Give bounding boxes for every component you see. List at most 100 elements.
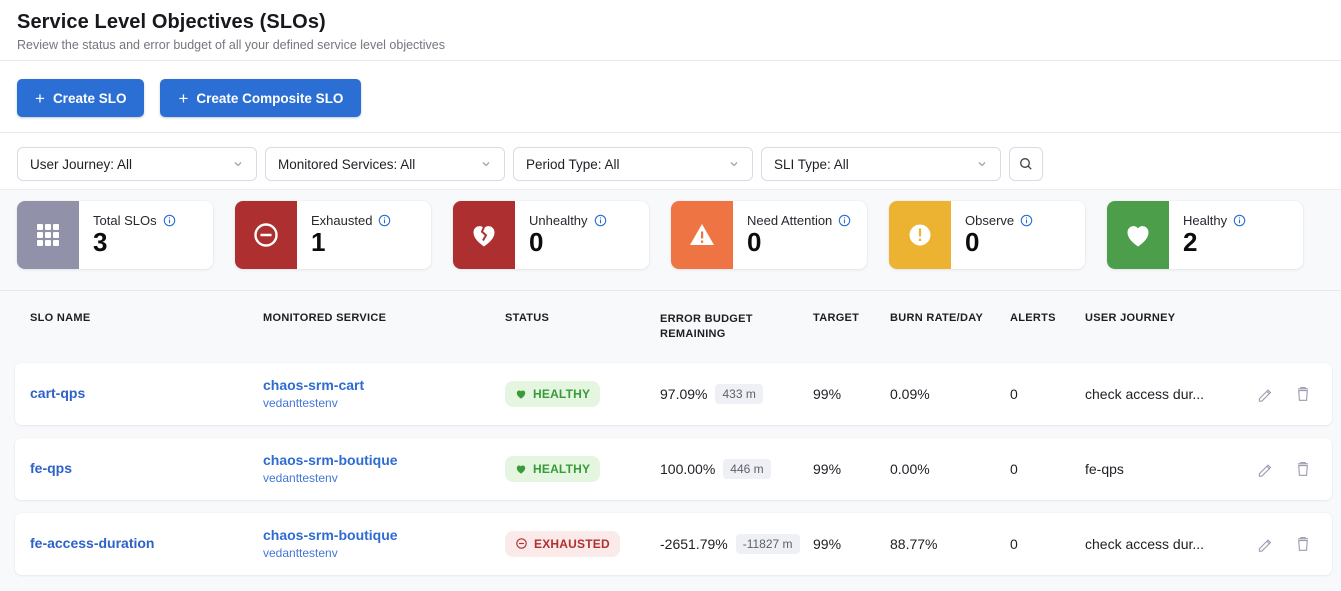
warning-triangle-icon (671, 201, 733, 269)
create-composite-slo-button[interactable]: + Create Composite SLO (160, 79, 362, 117)
pencil-icon (1258, 464, 1272, 477)
stat-card-total-slos: Total SLOs 3 (17, 201, 213, 269)
burn-rate-value: 0.09% (890, 385, 930, 402)
column-header-burn-rate: BURN RATE/DAY (890, 312, 984, 324)
stat-value: 1 (311, 227, 326, 257)
edit-button[interactable] (1256, 535, 1273, 552)
sli-type-filter-label: SLI Type: All (774, 156, 849, 172)
user-journey-value: fe-qps (1085, 460, 1124, 477)
actions-bar: + Create SLO + Create Composite SLO (0, 61, 1341, 133)
column-header-error-budget-remaining: ERROR BUDGET REMAINING (660, 313, 753, 340)
info-icon[interactable] (1233, 214, 1246, 227)
stat-card-healthy: Healthy 2 (1107, 201, 1303, 269)
minus-circle-icon (516, 538, 527, 549)
trash-icon (1297, 462, 1309, 477)
status-badge: EXHAUSTED (505, 530, 620, 557)
error-budget-percent: 100.00% (660, 460, 716, 477)
search-button[interactable] (1009, 147, 1043, 181)
stat-value: 2 (1183, 227, 1198, 257)
slo-name-link[interactable]: cart-qps (30, 384, 86, 401)
error-budget-percent: -2651.79% (660, 535, 728, 552)
monitored-service-link[interactable]: chaos-srm-cart (263, 377, 365, 394)
create-composite-slo-label: Create Composite SLO (196, 90, 344, 106)
monitored-service-link[interactable]: chaos-srm-boutique (263, 527, 398, 544)
create-slo-label: Create SLO (52, 90, 127, 106)
edit-button[interactable] (1256, 385, 1273, 402)
burn-rate-value: 88.77% (890, 535, 938, 552)
environment-link[interactable]: vedanttestenv (263, 396, 338, 411)
stat-value: 0 (747, 227, 762, 257)
slo-name-link[interactable]: fe-qps (30, 459, 72, 476)
minus-circle-icon (235, 201, 297, 269)
table-row[interactable]: fe-qps chaos-srm-boutique vedanttestenv … (15, 437, 1332, 500)
error-budget-minutes-chip: 446 m (723, 458, 771, 479)
table-row[interactable]: cart-qps chaos-srm-cart vedanttestenv HE… (15, 362, 1332, 425)
trash-icon (1297, 537, 1309, 552)
user-journey-filter[interactable]: User Journey: All (17, 147, 257, 181)
stat-card-unhealthy: Unhealthy 0 (453, 201, 649, 269)
error-budget-minutes-chip: -11827 m (735, 533, 800, 554)
grid-icon (17, 201, 79, 269)
table-row[interactable]: fe-access-duration chaos-srm-boutique ve… (15, 512, 1332, 575)
delete-button[interactable] (1295, 385, 1311, 402)
column-header-monitored-service: MONITORED SERVICE (263, 312, 387, 324)
user-journey-filter-label: User Journey: All (30, 156, 133, 172)
alerts-count: 0 (1010, 535, 1018, 552)
chevron-down-icon (480, 158, 492, 170)
period-type-filter-label: Period Type: All (526, 156, 620, 172)
monitored-service-link[interactable]: chaos-srm-boutique (263, 452, 398, 469)
column-header-status: STATUS (505, 312, 550, 324)
heart-icon (1107, 201, 1169, 269)
chevron-down-icon (232, 158, 244, 170)
create-slo-button[interactable]: + Create SLO (17, 79, 145, 117)
environment-link[interactable]: vedanttestenv (263, 546, 338, 561)
heart-icon (516, 390, 526, 399)
stat-card-exhausted: Exhausted 1 (235, 201, 431, 269)
stat-label: Need Attention (747, 213, 833, 228)
stat-label: Total SLOs (93, 213, 157, 228)
pencil-icon (1258, 539, 1272, 552)
search-icon (1018, 156, 1034, 172)
stat-value: 0 (965, 227, 980, 257)
slo-name-link[interactable]: fe-access-duration (30, 534, 155, 551)
pencil-icon (1258, 389, 1272, 402)
info-icon[interactable] (1020, 214, 1033, 227)
delete-button[interactable] (1295, 460, 1311, 477)
monitored-services-filter[interactable]: Monitored Services: All (265, 147, 505, 181)
delete-button[interactable] (1295, 535, 1311, 552)
period-type-filter[interactable]: Period Type: All (513, 147, 753, 181)
page-header: Service Level Objectives (SLOs) Review t… (0, 0, 1341, 61)
stat-card-observe: Observe 0 (889, 201, 1085, 269)
info-icon[interactable] (594, 214, 607, 227)
status-badge: HEALTHY (505, 380, 601, 407)
stat-card-need-attention: Need Attention 0 (671, 201, 867, 269)
environment-link[interactable]: vedanttestenv (263, 471, 338, 486)
info-icon[interactable] (378, 214, 391, 227)
target-value: 99% (813, 385, 842, 402)
chevron-down-icon (976, 158, 988, 170)
column-header-user-journey: USER JOURNEY (1085, 312, 1176, 324)
target-value: 99% (813, 460, 842, 477)
alerts-count: 0 (1010, 385, 1018, 402)
divider (0, 290, 1341, 291)
column-header-alerts: ALERTS (1010, 312, 1056, 324)
heart-icon (516, 465, 526, 474)
broken-heart-icon (453, 201, 515, 269)
column-header-target: TARGET (813, 312, 860, 324)
column-header-slo-name: SLO NAME (30, 312, 91, 324)
alerts-count: 0 (1010, 460, 1018, 477)
info-icon[interactable] (838, 214, 851, 227)
error-budget-percent: 97.09% (660, 385, 708, 402)
plus-icon: + (178, 88, 189, 108)
trash-icon (1297, 387, 1309, 402)
table-header: SLO NAME MONITORED SERVICE STATUS ERROR … (15, 291, 1332, 342)
burn-rate-value: 0.00% (890, 460, 930, 477)
page-title: Service Level Objectives (SLOs) (17, 11, 326, 33)
edit-button[interactable] (1256, 460, 1273, 477)
user-journey-value: check access dur... (1085, 535, 1205, 552)
info-icon[interactable] (163, 214, 176, 227)
sli-type-filter[interactable]: SLI Type: All (761, 147, 1001, 181)
monitored-services-filter-label: Monitored Services: All (278, 156, 416, 172)
plus-icon: + (35, 88, 45, 108)
